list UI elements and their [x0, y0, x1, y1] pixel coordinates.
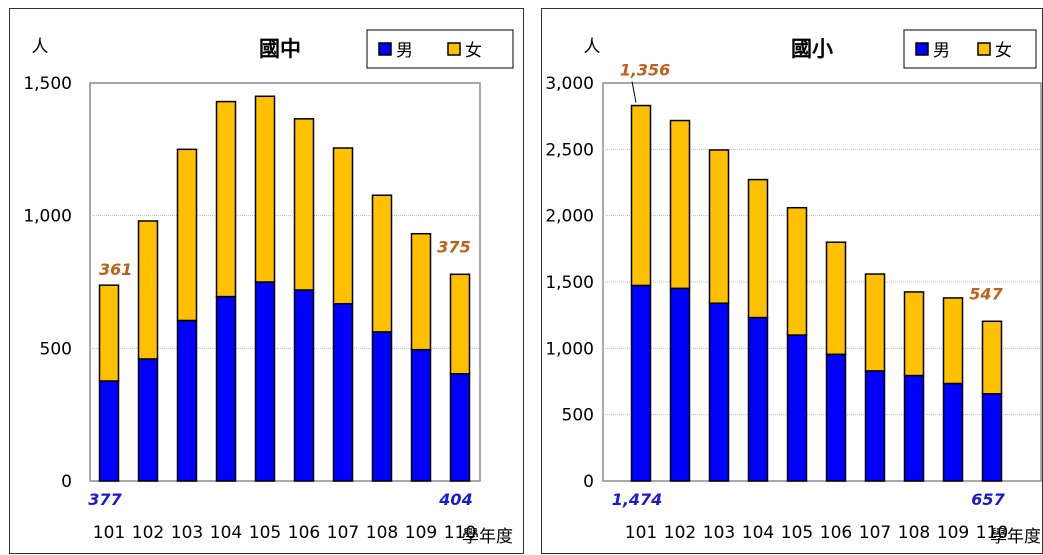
- bar-female-102: [669, 119, 691, 290]
- bar-female-106: [825, 241, 847, 356]
- data-label-female-110: 375: [437, 237, 470, 256]
- bar-male-105: [254, 281, 276, 482]
- bar-male-103: [176, 319, 198, 482]
- x-tick-label-110: 110: [976, 523, 1008, 543]
- x-tick-label-106: 106: [820, 523, 852, 543]
- bar-male-110: [449, 373, 471, 482]
- bar-female-107: [864, 273, 886, 372]
- bar-female-102: [137, 220, 159, 360]
- legend-swatch-female: [977, 42, 991, 56]
- legend-box: [903, 29, 1037, 69]
- bar-male-102: [669, 287, 691, 482]
- bar-female-108: [371, 194, 393, 333]
- bar-male-106: [293, 289, 315, 482]
- bar-female-103: [176, 148, 198, 322]
- annotation-leader-line: [631, 81, 637, 103]
- bar-male-104: [747, 316, 769, 482]
- x-tick-label-109: 109: [937, 523, 969, 543]
- chart-panel-junior-high: 0 500 1,000 1,500 101 102 103 104 105 106 107 108 10…: [9, 8, 524, 554]
- y-tick-label: 0: [583, 472, 594, 492]
- x-tick-label-105: 105: [781, 523, 813, 543]
- bar-female-101: [630, 104, 652, 287]
- x-tick-label-103: 103: [703, 523, 735, 543]
- data-label-male-110: 657: [971, 490, 1005, 509]
- data-label-male-110: 404: [438, 490, 472, 509]
- bar-male-105: [786, 334, 808, 482]
- bar-female-105: [254, 95, 276, 283]
- bar-female-107: [332, 147, 354, 305]
- bar-male-101: [98, 380, 120, 482]
- y-axis-unit: 人: [584, 37, 601, 57]
- x-axis-label: 學年度: [990, 527, 1041, 547]
- bar-female-106: [293, 118, 315, 291]
- x-tick-label-103: 103: [171, 523, 203, 543]
- bar-male-108: [903, 374, 925, 482]
- data-label-female-101: 1,356: [620, 61, 671, 80]
- bar-male-106: [825, 353, 847, 482]
- data-label-female-110: 547: [969, 284, 1003, 303]
- y-tick-label: 1,500: [545, 273, 594, 293]
- bar-female-109: [942, 297, 964, 385]
- x-axis-label: 學年度: [462, 527, 513, 547]
- legend-swatch-male: [915, 42, 929, 56]
- x-tick-label-106: 106: [288, 523, 320, 543]
- chart-elementary: 0 500 1,000 1,500 2,000 2,500 3,000 101 102 103 10…: [545, 29, 1042, 547]
- x-tick-label-102: 102: [664, 523, 696, 543]
- x-tick-label-101: 101: [93, 523, 125, 543]
- bar-male-107: [864, 370, 886, 482]
- bar-female-104: [215, 100, 237, 298]
- bar-female-103: [708, 149, 730, 304]
- bar-female-108: [903, 291, 925, 377]
- x-tick-label-104: 104: [210, 523, 242, 543]
- x-tick-label-102: 102: [132, 523, 164, 543]
- x-tick-label-104: 104: [742, 523, 774, 543]
- x-tick-label-107: 107: [859, 523, 891, 543]
- bar-female-109: [410, 232, 432, 351]
- chart-title: 國小: [791, 37, 833, 61]
- bar-male-104: [215, 295, 237, 482]
- bar-female-101: [98, 284, 120, 382]
- data-label-female-101: 361: [99, 260, 132, 279]
- legend-swatch-female: [447, 42, 461, 56]
- bar-male-109: [942, 382, 964, 482]
- legend-label-male: 男: [933, 41, 950, 61]
- legend-label-male: 男: [396, 41, 413, 61]
- bar-male-110: [981, 393, 1003, 482]
- bar-male-101: [630, 284, 652, 482]
- y-tick-label: 2,000: [545, 207, 594, 227]
- bar-female-104: [747, 178, 769, 319]
- chart-junior-high: 0 500 1,000 1,500 101 102 103 104 105 106 107 108 10…: [23, 29, 514, 547]
- legend-label-female: 女: [995, 41, 1012, 61]
- legend-label-female: 女: [465, 41, 482, 61]
- chart-panel-elementary: 0 500 1,000 1,500 2,000 2,500 3,000 101 102 103 10…: [541, 8, 1043, 554]
- legend-swatch-male: [378, 42, 392, 56]
- x-tick-label-109: 109: [405, 523, 437, 543]
- x-tick-label-110: 110: [444, 523, 476, 543]
- y-axis-unit: 人: [32, 37, 49, 57]
- x-tick-label-105: 105: [249, 523, 281, 543]
- bar-male-107: [332, 303, 354, 482]
- data-label-male-101: 1,474: [612, 490, 663, 509]
- bar-male-108: [371, 331, 393, 482]
- bar-male-103: [708, 302, 730, 482]
- y-tick-label: 3,000: [545, 74, 594, 94]
- data-label-male-101: 377: [88, 490, 122, 509]
- y-tick-label: 1,500: [23, 74, 72, 94]
- bar-male-102: [137, 358, 159, 482]
- x-tick-label-108: 108: [366, 523, 398, 543]
- y-tick-label: 500: [40, 339, 72, 359]
- y-tick-label: 2,500: [545, 140, 594, 160]
- y-tick-label: 0: [61, 472, 72, 492]
- y-tick-label: 1,000: [545, 339, 594, 359]
- bar-female-105: [786, 206, 808, 336]
- bar-female-110: [981, 320, 1003, 395]
- x-tick-label-108: 108: [898, 523, 930, 543]
- bar-male-109: [410, 348, 432, 482]
- x-tick-label-107: 107: [327, 523, 359, 543]
- chart-title: 國中: [259, 37, 301, 61]
- bar-female-110: [449, 273, 471, 375]
- x-tick-label-101: 101: [625, 523, 657, 543]
- y-tick-label: 500: [562, 406, 594, 426]
- y-tick-label: 1,000: [23, 207, 72, 227]
